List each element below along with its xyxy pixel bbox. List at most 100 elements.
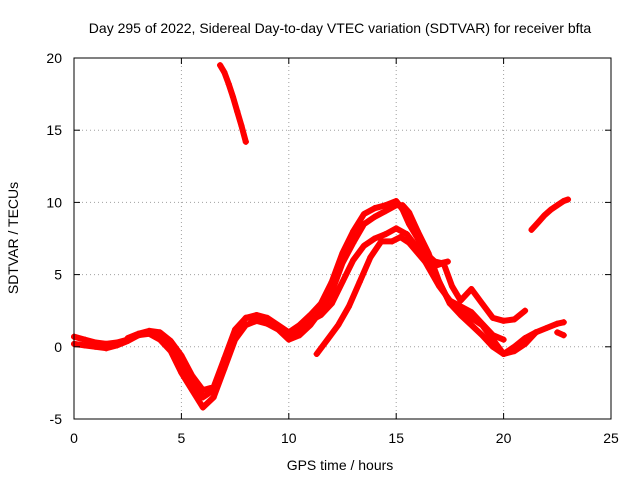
data-point — [135, 330, 142, 337]
data-point — [522, 335, 529, 342]
x-tick-label: 25 — [603, 430, 619, 446]
data-point — [425, 252, 432, 259]
y-axis-label: SDTVAR / TECUs — [5, 182, 21, 294]
data-point — [431, 258, 438, 265]
y-tick-label: 20 — [46, 50, 62, 66]
data-point — [388, 238, 395, 245]
data-point — [217, 62, 224, 69]
data-point — [522, 307, 529, 314]
series-group — [71, 62, 572, 411]
data-point — [113, 342, 120, 349]
data-point — [253, 314, 260, 321]
data-point — [318, 312, 325, 319]
data-point — [543, 325, 550, 332]
data-point — [356, 278, 363, 285]
data-point — [382, 202, 389, 209]
data-point — [528, 226, 535, 233]
data-point — [438, 260, 445, 267]
data-point — [371, 213, 378, 220]
data-point — [234, 108, 241, 115]
data-point — [534, 219, 541, 226]
data-point — [371, 235, 378, 242]
data-point — [397, 234, 404, 241]
data-point — [406, 209, 413, 216]
data-point — [156, 336, 163, 343]
data-point — [339, 278, 346, 285]
data-point — [560, 332, 567, 339]
data-point — [436, 283, 443, 290]
y-tick-label: 0 — [54, 339, 62, 355]
data-point — [393, 225, 400, 232]
data-point — [371, 205, 378, 212]
data-point — [457, 312, 464, 319]
data-point — [360, 221, 367, 228]
data-point — [345, 303, 352, 310]
data-point — [307, 312, 314, 319]
ticks: 0 5 10 15 20 25 -5 0 5 10 15 20 — [46, 50, 619, 446]
data-point — [167, 338, 174, 345]
data-point — [406, 239, 413, 246]
data-point — [296, 326, 303, 333]
data-point — [500, 351, 507, 358]
data-point — [238, 122, 245, 129]
data-point — [199, 394, 206, 401]
data-point — [178, 352, 185, 359]
data-point — [399, 202, 406, 209]
series-line-track-5 — [425, 252, 451, 266]
data-point — [360, 242, 367, 249]
x-tick-label: 0 — [70, 430, 78, 446]
data-point — [156, 329, 163, 336]
data-point — [178, 369, 185, 376]
x-tick-label: 20 — [496, 430, 512, 446]
y-tick-label: -5 — [50, 411, 63, 427]
y-tick-label: 10 — [46, 194, 62, 210]
data-point — [489, 343, 496, 350]
data-point — [335, 322, 342, 329]
data-point — [378, 238, 385, 245]
data-point — [468, 322, 475, 329]
data-point — [81, 336, 88, 343]
data-point — [199, 387, 206, 394]
data-point — [500, 336, 507, 343]
data-point — [446, 297, 453, 304]
data-point — [210, 394, 217, 401]
data-point — [449, 283, 456, 290]
x-axis-label: GPS time / hours — [287, 457, 394, 473]
data-point — [242, 314, 249, 321]
data-point — [210, 384, 217, 391]
data-point — [382, 231, 389, 238]
data-point — [382, 208, 389, 215]
data-point — [532, 329, 539, 336]
series-line-track-4 — [313, 234, 529, 357]
data-point — [554, 320, 561, 327]
data-point — [296, 332, 303, 339]
data-point — [393, 202, 400, 209]
x-tick-label: 10 — [281, 430, 297, 446]
data-point — [307, 317, 314, 324]
x-tick-label: 5 — [178, 430, 186, 446]
data-point — [328, 300, 335, 307]
data-point — [189, 387, 196, 394]
data-point — [103, 345, 110, 352]
data-point — [479, 320, 486, 327]
data-point — [423, 260, 430, 267]
data-point — [565, 196, 572, 203]
series-line-track-3 — [124, 225, 507, 394]
data-point — [560, 197, 567, 204]
data-point — [199, 404, 206, 411]
data-point — [339, 260, 346, 267]
data-point — [500, 317, 507, 324]
data-point — [264, 317, 271, 324]
data-point — [242, 322, 249, 329]
data-point — [229, 93, 236, 100]
data-point — [124, 335, 131, 342]
data-point — [360, 210, 367, 217]
data-point — [560, 319, 567, 326]
data-point — [275, 325, 282, 332]
data-point — [468, 309, 475, 316]
data-point — [479, 332, 486, 339]
data-point — [457, 303, 464, 310]
data-point — [554, 329, 561, 336]
data-point — [468, 286, 475, 293]
